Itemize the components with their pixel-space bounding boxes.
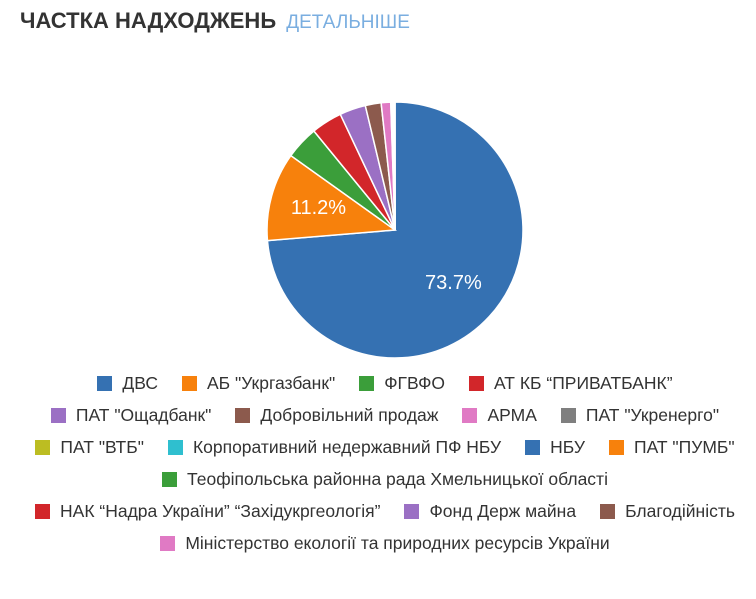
details-link[interactable]: ДЕТАЛЬНІШЕ bbox=[286, 12, 410, 33]
title: ЧАСТКА НАДХОДЖЕНЬ bbox=[20, 8, 277, 33]
legend-label: Міністерство екології та природних ресур… bbox=[185, 532, 610, 553]
legend-label: Корпоративний недержавний ПФ НБУ bbox=[192, 436, 502, 457]
legend-item[interactable]: АТ КБ “ПРИВАТБАНК” bbox=[469, 372, 673, 394]
legend-swatch bbox=[182, 375, 197, 391]
legend-swatch bbox=[525, 439, 541, 455]
legend-item[interactable]: ПАТ "Укренерго" bbox=[560, 404, 720, 426]
legend-label: Фонд Держ майна bbox=[429, 500, 577, 521]
legend-item[interactable]: ФГВФО bbox=[359, 372, 445, 394]
pie-chart: 73.7% 11.2% bbox=[266, 101, 524, 359]
legend: ДВС АБ "Укргазбанк" ФГВФО АТ КБ “ПРИВАТБАНК… bbox=[20, 372, 750, 554]
legend-label: ПАТ "Укренерго" bbox=[585, 404, 720, 425]
legend-label: АРМА bbox=[487, 404, 537, 425]
legend-item[interactable]: Корпоративний недержавний ПФ НБУ bbox=[167, 436, 502, 458]
legend-label: Добровільний продаж bbox=[260, 404, 439, 425]
legend-item[interactable]: АРМА bbox=[462, 404, 537, 426]
pie-slice bbox=[266, 154, 398, 242]
legend-item[interactable]: Фонд Держ майна bbox=[404, 500, 576, 522]
legend-label: ДВС bbox=[122, 372, 158, 393]
legend-swatch bbox=[50, 407, 66, 423]
legend-item[interactable]: АБ "Укргазбанк" bbox=[182, 372, 335, 394]
legend-label: Благодійність bbox=[625, 500, 735, 521]
slice-label: 73.7% bbox=[425, 272, 482, 294]
legend-swatch bbox=[404, 503, 420, 519]
legend-label: ПАТ "ВТБ" bbox=[60, 436, 144, 457]
legend-label: Теофіпольська районна рада Хмельницької … bbox=[187, 468, 608, 489]
legend-item[interactable]: НБУ bbox=[525, 436, 585, 458]
legend-swatch bbox=[97, 375, 113, 391]
legend-label: АБ "Укргазбанк" bbox=[207, 372, 336, 393]
legend-label: АТ КБ “ПРИВАТБАНК” bbox=[494, 372, 673, 393]
legend-swatch bbox=[35, 503, 51, 519]
legend-item[interactable]: НАК “Надра України” “Західукргеологія” bbox=[35, 500, 380, 522]
legend-swatch bbox=[359, 375, 375, 391]
header: ЧАСТКА НАДХОДЖЕНЬ ДЕТАЛЬНІШЕ bbox=[20, 8, 410, 34]
legend-swatch bbox=[600, 503, 616, 519]
legend-swatch bbox=[560, 407, 576, 423]
legend-swatch bbox=[167, 439, 183, 455]
legend-swatch bbox=[608, 439, 624, 455]
legend-swatch bbox=[35, 439, 51, 455]
legend-swatch bbox=[235, 407, 251, 423]
legend-item[interactable]: Добровільний продаж bbox=[235, 404, 438, 426]
legend-item[interactable]: Благодійність bbox=[600, 500, 735, 522]
legend-swatch bbox=[469, 375, 484, 391]
legend-swatch bbox=[162, 471, 178, 487]
legend-item[interactable]: Теофіпольська районна рада Хмельницької … bbox=[162, 468, 608, 490]
legend-label: ПАТ "Ощадбанк" bbox=[75, 404, 212, 425]
legend-item[interactable]: Міністерство екології та природних ресур… bbox=[160, 532, 610, 554]
legend-swatch bbox=[462, 407, 478, 423]
legend-item[interactable]: ПАТ "ПУМБ" bbox=[608, 436, 735, 458]
legend-item[interactable]: ДВС bbox=[97, 372, 158, 394]
legend-item[interactable]: ПАТ "Ощадбанк" bbox=[50, 404, 212, 426]
legend-label: НАК “Надра України” “Західукргеологія” bbox=[60, 500, 381, 521]
legend-label: ФГВФО bbox=[384, 372, 445, 393]
legend-swatch bbox=[160, 535, 176, 551]
legend-item[interactable]: ПАТ "ВТБ" bbox=[35, 436, 144, 458]
legend-label: НБУ bbox=[550, 436, 585, 457]
legend-label: ПАТ "ПУМБ" bbox=[633, 436, 735, 457]
slice-label: 11.2% bbox=[291, 197, 346, 219]
